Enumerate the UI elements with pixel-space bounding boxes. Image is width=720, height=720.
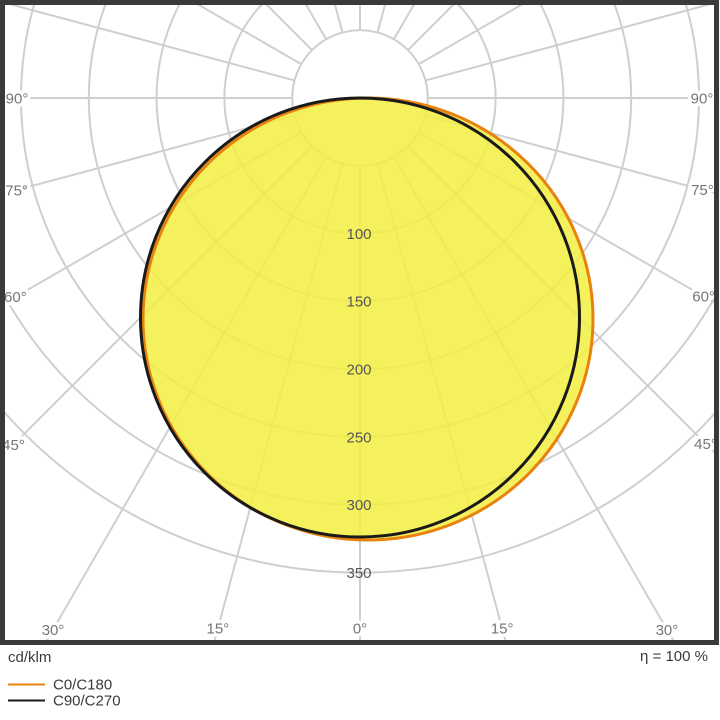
angle-tick-label: 75° [5, 182, 28, 199]
radial-tick-label: 200 [346, 361, 371, 378]
grid-spoke [425, 5, 711, 82]
angle-tick-label: 90° [691, 90, 714, 107]
angle-tick-label: 45° [694, 436, 717, 453]
radial-tick-label: 250 [346, 429, 371, 446]
radial-tick-label: 350 [346, 565, 371, 582]
radial-tick-label: 150 [346, 294, 371, 311]
grid-spoke [425, 114, 714, 194]
radial-tick-label: 300 [346, 497, 371, 514]
angle-tick-label: 15° [207, 621, 230, 638]
angle-tick-label: 15° [491, 621, 514, 638]
angle-tick-label: 60° [692, 289, 715, 306]
angle-tick-label: 90° [6, 90, 29, 107]
radial-tick-label: 100 [346, 226, 371, 243]
angle-tick-label: 30° [656, 622, 679, 639]
legend-label-c0-c180: C0/C180 [53, 677, 112, 694]
intensity-curves [138, 96, 595, 542]
unit-label: cd/klm [8, 649, 51, 666]
radial-tick-labels: 100 150 200 250 300 350 [346, 226, 371, 582]
intensity-fill [140, 98, 593, 540]
legend: C0/C180 C90/C270 [8, 677, 121, 710]
curve-c90-c270 [138, 96, 582, 539]
angle-tick-label: 45° [2, 437, 25, 454]
intensity-fill-layer [140, 98, 593, 540]
angle-tick-label: 0° [353, 620, 367, 637]
angle-tick-label: 75° [691, 182, 714, 199]
efficiency-value: η = 100 % [640, 648, 708, 665]
legend-label-c90-c270: C90/C270 [53, 693, 121, 710]
grid-spoke [9, 5, 295, 82]
angle-tick-label: 30° [42, 622, 65, 639]
grid-spoke [5, 114, 295, 195]
diagram-frame [0, 0, 719, 645]
angle-tick-label: 60° [4, 289, 27, 306]
